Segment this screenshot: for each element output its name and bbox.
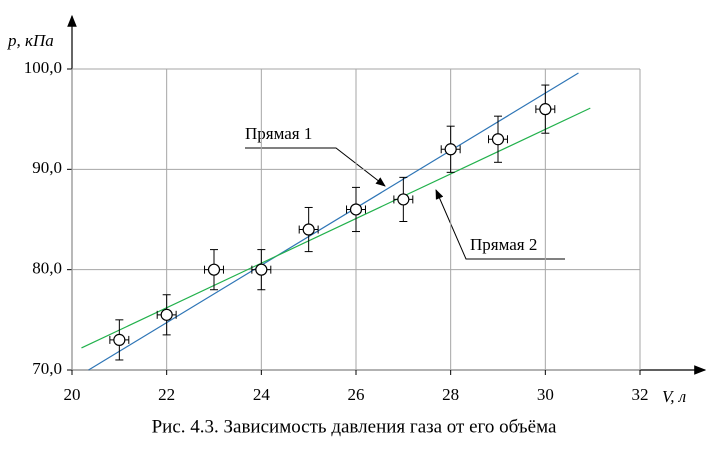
caption: Рис. 4.3. Зависимость давления газа от е… — [152, 416, 557, 437]
x-tick-label: 20 — [64, 385, 81, 404]
data-point — [160, 308, 173, 321]
data-point — [113, 333, 126, 346]
data-point — [539, 103, 552, 116]
x-axis-label: V, л — [662, 387, 686, 406]
line-label: Прямая 2 — [470, 235, 537, 254]
y-axis-label: p, кПа — [7, 31, 54, 50]
leader — [435, 189, 565, 260]
y-tick-label: 80,0 — [32, 259, 62, 278]
y-tick-label: 90,0 — [32, 158, 62, 177]
y-tick-label: 70,0 — [32, 359, 62, 378]
fit-line — [88, 72, 579, 371]
fit-line — [81, 107, 591, 349]
x-tick-label: 28 — [442, 385, 459, 404]
x-tick-label: 30 — [537, 385, 554, 404]
x-tick-label: 24 — [253, 385, 271, 404]
data-point — [444, 143, 457, 156]
data-point — [397, 193, 410, 206]
data-point — [491, 133, 505, 146]
y-tick-label: 100,0 — [24, 58, 62, 77]
data-point — [349, 203, 363, 216]
data-point — [207, 263, 221, 276]
x-tick-label: 22 — [158, 385, 175, 404]
data-point — [255, 263, 268, 276]
data-point — [302, 223, 315, 236]
leader — [245, 147, 386, 187]
x-tick-label: 26 — [348, 385, 365, 404]
line-label: Прямая 1 — [245, 124, 312, 143]
x-tick-label: 32 — [632, 385, 649, 404]
